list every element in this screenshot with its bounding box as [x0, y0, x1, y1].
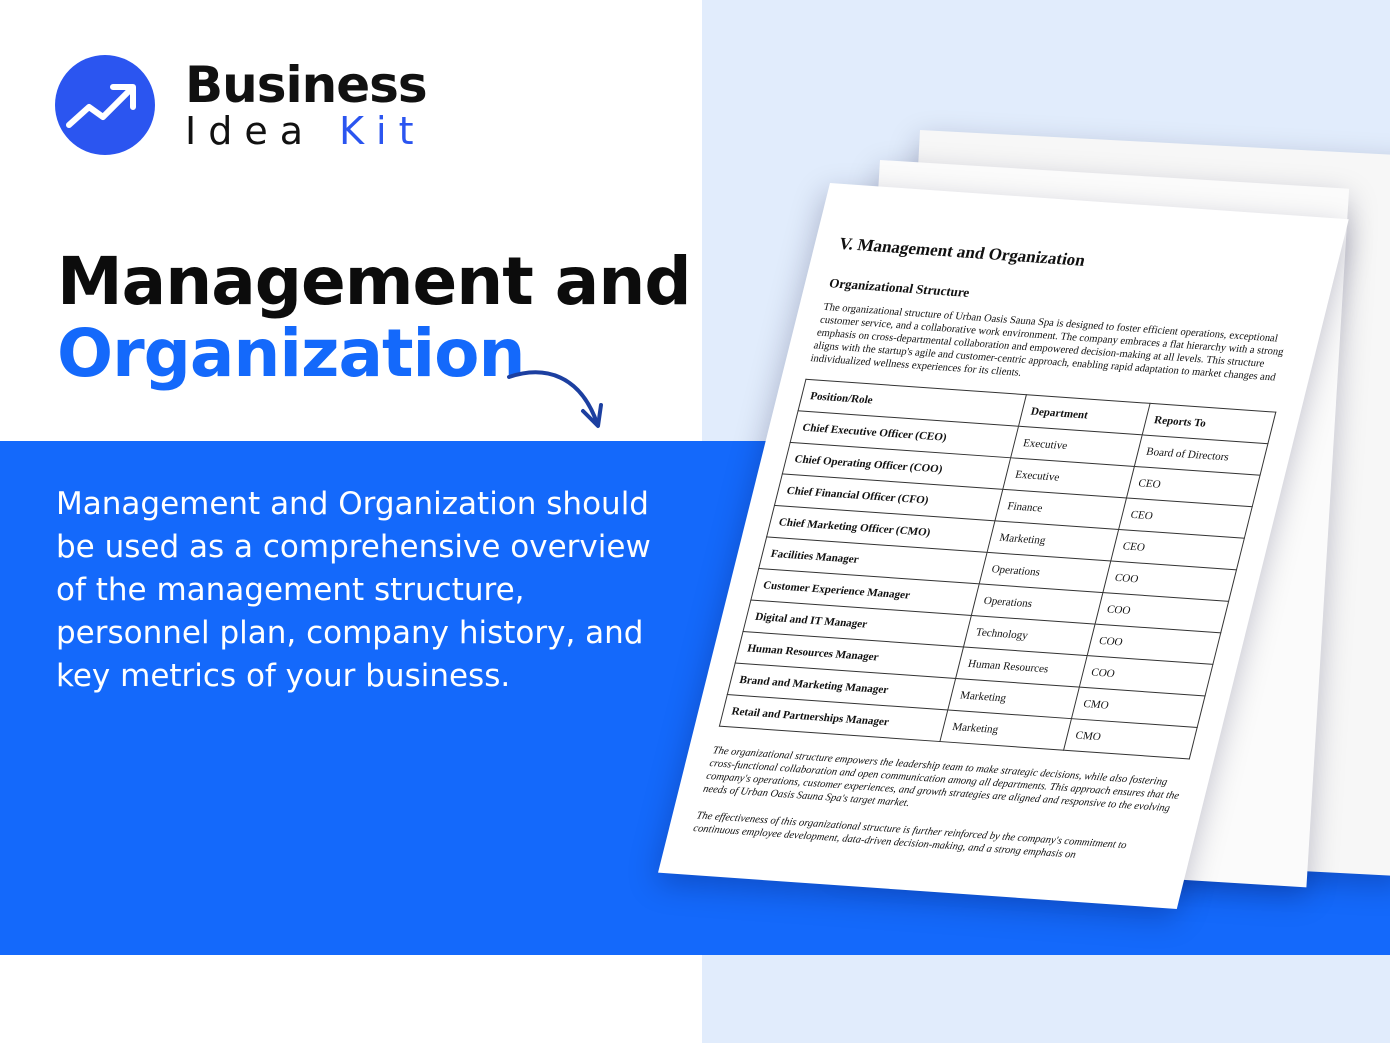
logo: Business Idea Kit [55, 55, 428, 155]
title-line1: Management and [57, 243, 692, 320]
trend-arrow-icon [55, 55, 155, 155]
logo-line1: Business [185, 56, 428, 114]
org-table: Position/Role Department Reports To Chie… [719, 379, 1277, 760]
logo-kit: Kit [339, 109, 426, 153]
title-line2: Organization [57, 315, 525, 392]
curved-arrow-icon [507, 370, 603, 428]
page-title: Management and Organization [57, 243, 692, 392]
logo-idea: Idea [185, 109, 315, 153]
doc-heading: V. Management and Organization [836, 233, 1088, 270]
description: Management and Organization should be us… [56, 486, 651, 694]
